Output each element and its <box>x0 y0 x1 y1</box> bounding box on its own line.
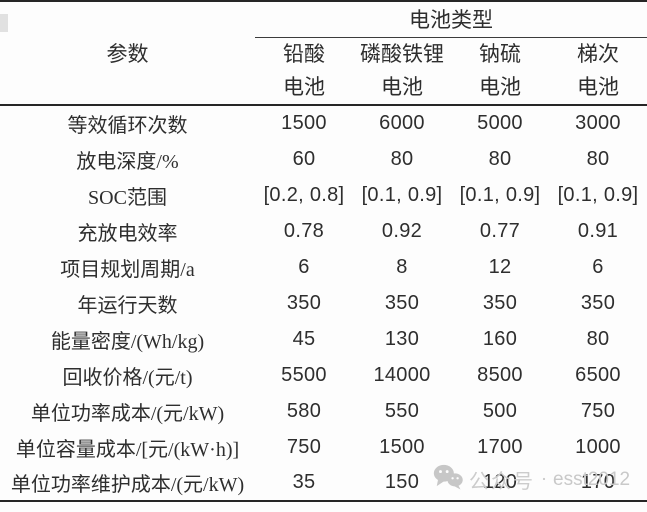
value-cell: 0.91 <box>577 219 619 242</box>
column-header-line2: 电池 <box>577 74 619 99</box>
param-label: 单位功率成本/(元/kW) <box>30 402 225 425</box>
column-header-line2: 电池 <box>479 74 521 99</box>
value-cell: 80 <box>586 147 610 170</box>
value-cell: 1700 <box>477 435 523 458</box>
table-row-unit-power-maintenance-cost: 单位功率维护成本/(元/kW) 35 150 120 170 <box>0 465 647 501</box>
param-label: 放电深度/% <box>76 150 179 173</box>
value-cell: 750 <box>286 435 322 458</box>
value-cell: 130 <box>384 327 420 350</box>
table-row-energy-density: 能量密度/(Wh/kg) 45 130 160 80 <box>0 321 647 357</box>
param-label: 等效循环次数 <box>67 115 188 137</box>
value-cell: 1500 <box>281 112 327 134</box>
column-header-line2: 电池 <box>381 74 423 99</box>
value-cell: 6500 <box>575 363 621 386</box>
param-label: 充放电效率 <box>77 222 178 245</box>
column-header-line1: 梯次 <box>577 41 619 66</box>
value-cell: 14000 <box>373 363 431 386</box>
battery-type-group-header: 电池类型 <box>255 1 647 38</box>
column-header-lead-acid: 铅酸 电池 <box>255 37 353 106</box>
param-label: 单位容量成本/[元/(kW·h)] <box>15 438 240 461</box>
value-cell: 150 <box>384 471 420 493</box>
table-row-depth-of-discharge: 放电深度/% 60 80 80 80 <box>0 141 647 177</box>
value-cell: [0.2, 0.8] <box>263 183 345 206</box>
param-label: 能量密度/(Wh/kg) <box>50 330 205 353</box>
column-header-sodium-sulfur: 钠硫 电池 <box>451 37 549 106</box>
table-row-charge-discharge-efficiency: 充放电效率 0.78 0.92 0.77 0.91 <box>0 213 647 249</box>
value-cell: 12 <box>488 255 512 278</box>
value-cell: 5500 <box>281 363 327 386</box>
param-label: 年运行天数 <box>77 294 178 317</box>
value-cell: 550 <box>384 399 420 422</box>
value-cell: 60 <box>292 147 316 170</box>
value-cell: 350 <box>580 291 616 314</box>
value-cell: 350 <box>384 291 420 314</box>
value-cell: 0.78 <box>283 219 325 242</box>
value-cell: 120 <box>482 471 518 493</box>
value-cell: 350 <box>286 291 322 314</box>
value-cell: 1000 <box>575 435 621 458</box>
value-cell: [0.1, 0.9] <box>459 183 541 206</box>
value-cell: 45 <box>292 327 316 350</box>
param-label: 回收价格/(元/t) <box>62 366 193 389</box>
param-label: 项目规划周期/a <box>60 258 195 281</box>
value-cell: 5000 <box>477 112 523 134</box>
value-cell: 0.77 <box>479 219 521 242</box>
column-header-line2: 电池 <box>283 74 325 99</box>
value-cell: [0.1, 0.9] <box>557 183 639 206</box>
param-column-header: 参数 <box>0 1 255 106</box>
value-cell: 750 <box>580 399 616 422</box>
header-row-batteries: 铅酸电池 磷酸铁锂电池 钠硫电池 梯次电池 <box>0 37 647 106</box>
table-row-recycling-price: 回收价格/(元/t) 5500 14000 8500 6500 <box>0 357 647 393</box>
table-row-unit-capacity-cost: 单位容量成本/[元/(kW·h)] 750 1500 1700 1000 <box>0 429 647 465</box>
value-cell: 80 <box>488 147 512 170</box>
value-cell: [0.1, 0.9] <box>361 183 443 206</box>
param-label: SOC范围 <box>88 186 167 209</box>
value-cell: 8 <box>396 255 408 278</box>
param-label: 单位功率维护成本/(元/kW) <box>10 474 245 496</box>
value-cell: 580 <box>286 399 322 422</box>
value-cell: 80 <box>586 327 610 350</box>
value-cell: 6000 <box>379 112 425 134</box>
table-row-equivalent-cycles: 等效循环次数 1500 6000 5000 3000 <box>0 105 647 141</box>
column-header-line1: 钠硫 <box>479 41 521 66</box>
value-cell: 350 <box>482 291 518 314</box>
value-cell: 8500 <box>477 363 523 386</box>
value-cell: 0.92 <box>381 219 423 242</box>
column-header-line1: 磷酸铁锂 <box>360 41 444 66</box>
value-cell: 170 <box>580 471 616 493</box>
value-cell: 160 <box>482 327 518 350</box>
value-cell: 6 <box>298 255 310 278</box>
value-cell: 80 <box>390 147 414 170</box>
value-cell: 500 <box>482 399 518 422</box>
column-header-second-life: 梯次 电池 <box>549 37 647 106</box>
table-row-unit-power-cost: 单位功率成本/(元/kW) 580 550 500 750 <box>0 393 647 429</box>
table-row-annual-operating-days: 年运行天数 350 350 350 350 <box>0 285 647 321</box>
column-header-line1: 铅酸 <box>283 41 325 66</box>
value-cell: 1500 <box>379 435 425 458</box>
value-cell: 6 <box>592 255 604 278</box>
column-header-lfp: 磷酸铁锂 电池 <box>353 37 451 106</box>
table-row-soc-range: SOC范围 [0.2, 0.8] [0.1, 0.9] [0.1, 0.9] [… <box>0 177 647 213</box>
header-row-group: 参数 电池类型 <box>0 1 647 106</box>
value-cell: 3000 <box>575 112 621 134</box>
value-cell: 35 <box>292 471 316 493</box>
table-row-project-planning-period: 项目规划周期/a 6 8 12 6 <box>0 249 647 285</box>
